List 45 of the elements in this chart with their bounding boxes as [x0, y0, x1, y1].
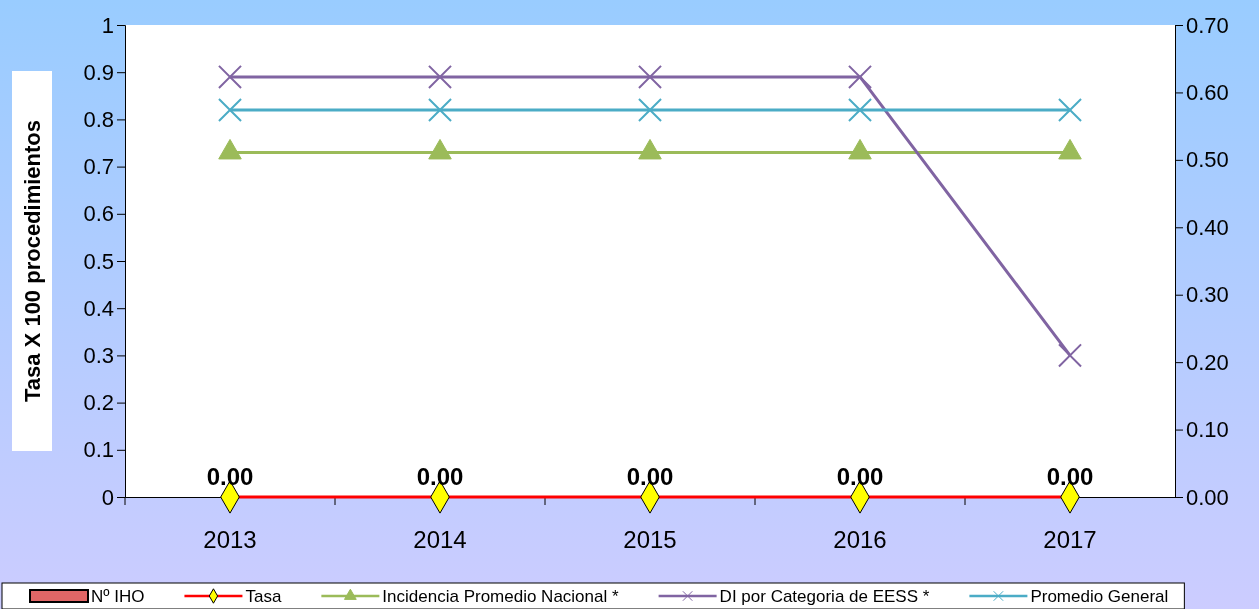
y2-tick-label: 0.30	[1186, 282, 1229, 308]
data-label: 0.00	[416, 463, 464, 490]
data-label: 0.00	[836, 463, 884, 490]
point	[217, 64, 243, 89]
x-tick-label: 2015	[623, 526, 677, 554]
x-tick-label: 2017	[1043, 526, 1097, 554]
y2-tick-label: 0.20	[1186, 349, 1229, 375]
y-tick-label: 0.6	[83, 201, 114, 227]
point	[217, 97, 243, 122]
data-label: 0.00	[1046, 463, 1094, 490]
y-tick-label: 0	[101, 484, 114, 510]
y-axis-title: Tasa X 100 procedimientos	[19, 119, 45, 403]
legend-label: DI por Categoria de EESS *	[719, 586, 930, 606]
point	[1057, 97, 1083, 122]
y2-tick-label: 0.70	[1186, 12, 1229, 38]
y-tick-label: 0.9	[83, 59, 114, 85]
y-tick-label: 0.1	[83, 437, 114, 463]
y-tick-label: 0.3	[83, 342, 114, 368]
y2-tick-label: 0.00	[1186, 484, 1229, 510]
point	[847, 97, 873, 122]
point	[637, 97, 663, 122]
legend-label: Incidencia Promedio Nacional *	[382, 586, 619, 606]
point	[1057, 343, 1083, 368]
data-label: 0.00	[206, 463, 254, 490]
point	[427, 64, 453, 89]
legend-label: Promedio General	[1030, 586, 1169, 606]
y-tick-label: 0.8	[83, 106, 114, 132]
y2-tick-label: 0.50	[1186, 147, 1229, 173]
data-label: 0.00	[626, 463, 674, 490]
legend-label: Tasa	[245, 586, 282, 606]
x-tick-label: 2013	[203, 526, 257, 554]
x-tick-label: 2016	[833, 526, 887, 554]
point	[427, 97, 453, 122]
x-tick-label: 2014	[413, 526, 467, 554]
y2-tick-label: 0.60	[1186, 79, 1229, 105]
point	[847, 64, 873, 89]
legend-label: Nº IHO	[91, 586, 145, 606]
y-tick-label: 0.4	[83, 295, 114, 321]
y-tick-label: 0.2	[83, 390, 114, 416]
point	[637, 64, 663, 89]
y2-tick-label: 0.10	[1186, 417, 1229, 443]
y-tick-label: 0.7	[83, 154, 114, 180]
y-tick-label: 1	[101, 12, 114, 38]
y2-tick-label: 0.40	[1186, 214, 1229, 240]
y-tick-label: 0.5	[83, 248, 114, 274]
